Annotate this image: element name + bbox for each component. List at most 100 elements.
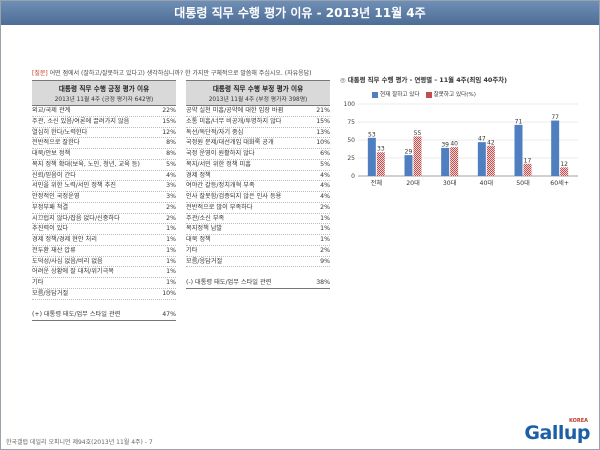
negative-row-label: 기타 xyxy=(186,246,198,254)
positive-row: 대북/안보 정책 8% xyxy=(32,149,176,160)
positive-row: 모름/응답거절 10% xyxy=(32,289,176,300)
negative-row: 공약 실천 미흡/공약에 대한 입장 바뀜 21% xyxy=(186,106,330,117)
positive-row: 안정적인 국정운영 3% xyxy=(32,192,176,203)
negative-row-label: 공약 실천 미흡/공약에 대한 입장 바뀜 xyxy=(186,107,284,114)
bar-disapprove xyxy=(376,152,385,176)
negative-row-label: 독선/독단적/자기 중심 xyxy=(186,128,244,136)
legend-label-approve: 현재 잘하고 있다 xyxy=(380,92,420,98)
positive-row: 도덕성/사심 없음/비리 없음 1% xyxy=(32,257,176,268)
negative-row-pct xyxy=(326,267,330,278)
x-tick-label: 60세+ xyxy=(550,179,569,187)
positive-row xyxy=(32,300,176,311)
positive-row-pct: 1% xyxy=(166,257,176,265)
positive-row-label: 안정적인 국정운영 xyxy=(32,193,80,200)
positive-row-label: 시끄럽지 않다/잡음 없다/신중하다 xyxy=(32,214,120,222)
positive-row-pct: 10% xyxy=(162,289,176,297)
negative-row-label: 경제 정책 xyxy=(186,171,211,179)
negative-row: 복지/서민 위한 정책 미흡 5% xyxy=(186,160,330,171)
negative-row-label: 복지/서민 위한 정책 미흡 xyxy=(186,160,251,168)
data-label-disapprove: 33 xyxy=(377,146,385,153)
legend-swatch-approve xyxy=(372,91,378,98)
legend-label-disapprove: 잘못하고 있다(%) xyxy=(433,92,476,98)
negative-row-label: 인사 잘못함/검증되지 않은 인사 등용 xyxy=(186,193,282,200)
y-tick-label: 100 xyxy=(344,101,356,108)
positive-row-label: 부정부패 척결 xyxy=(32,203,69,211)
positive-row: 부정부패 척결 2% xyxy=(32,203,176,214)
positive-row: 신뢰/믿음이 간다 4% xyxy=(32,171,176,182)
x-tick-label: 20대 xyxy=(406,179,420,187)
data-label-approve: 47 xyxy=(478,136,486,143)
y-tick-label: 50 xyxy=(347,137,355,144)
positive-row-label: 신뢰/믿음이 간다 xyxy=(32,171,76,179)
negative-row-pct: 6% xyxy=(320,150,330,157)
y-tick-label: 75 xyxy=(347,119,355,126)
survey-question: [질문] 어떤 점에서 (잘하고/잘못하고 있다고) 생각하십니까? 한 가지만… xyxy=(32,68,312,77)
negative-reasons-table: 대통령 직무 수행 부정 평가 이유 2013년 11월 4주 (부정 평가자 … xyxy=(186,80,330,289)
x-tick-label: 전체 xyxy=(371,179,383,187)
positive-row-label: 서민을 위한 노력/서민 정책 추진 xyxy=(32,182,116,190)
positive-row-pct: 1% xyxy=(166,236,176,243)
positive-row-pct: 1% xyxy=(166,246,176,254)
negative-row: 전반적으로 많이 부족하다 2% xyxy=(186,203,330,214)
positive-row: 전두환 재산 압류 1% xyxy=(32,246,176,257)
positive-table-rows: 외교/국제 관계 22% 주관, 소신 있음/여론에 끌려가지 않음 15% 열심히 한… xyxy=(32,106,176,321)
positive-row-pct: 22% xyxy=(162,107,176,114)
positive-row-label: 외교/국제 관계 xyxy=(32,107,71,114)
gallup-logo: Gallup KOREA xyxy=(524,418,590,444)
positive-row-label: 추진력이 있다 xyxy=(32,225,69,233)
x-tick-label: 30대 xyxy=(443,179,457,187)
negative-row-pct: 21% xyxy=(316,107,330,114)
negative-row-label: 여야간 갈등/정치개혁 부족 xyxy=(186,182,255,190)
footer-text: 한국갤럽 데일리 오피니언 제94호(2013년 11월 4주) - 7 xyxy=(6,439,153,446)
positive-row: 전반적으로 잘한다 8% xyxy=(32,138,176,149)
negative-table-subtitle: 2013년 11월 4주 (부정 평가자 398명) xyxy=(208,97,308,103)
positive-row-pct xyxy=(172,300,176,311)
negative-row: 국정원 문제/대선개입 대화록 공개 10% xyxy=(186,138,330,149)
positive-row-label: 열심히 한다/노력한다 xyxy=(32,128,88,136)
negative-row-pct: 1% xyxy=(320,214,330,222)
negative-row-label: 국정 운영이 원활하지 않다 xyxy=(186,150,255,157)
negative-row-pct: 2% xyxy=(320,203,330,211)
bar-approve xyxy=(551,120,560,176)
data-label-approve: 71 xyxy=(515,118,523,125)
positive-row-pct: 15% xyxy=(162,117,176,125)
negative-row-label: 복지정책 남발 xyxy=(186,225,223,233)
negative-row-label: 국정원 문제/대선개입 대화록 공개 xyxy=(186,139,274,147)
negative-row-label: 모름/응답거절 xyxy=(186,257,223,265)
positive-row-label: 주관, 소신 있음/여론에 끌려가지 않음 xyxy=(32,117,130,125)
question-tag: [질문] xyxy=(32,70,48,77)
x-tick-label: 50대 xyxy=(516,179,530,187)
data-label-disapprove: 17 xyxy=(524,157,532,164)
positive-row-pct: 3% xyxy=(166,193,176,200)
bar-approve xyxy=(404,155,413,176)
legend-swatch-disapprove xyxy=(425,91,432,98)
bullet-icon: ◎ xyxy=(340,76,348,84)
negative-row xyxy=(186,267,330,278)
positive-row: 어려운 상황에 잘 대처/위기극복 1% xyxy=(32,267,176,278)
positive-row: 서민을 위한 노력/서민 정책 추진 3% xyxy=(32,181,176,192)
positive-row: 기타 1% xyxy=(32,278,176,289)
positive-row-label: 경제 정책/경제 현안 처리 xyxy=(32,236,97,243)
positive-reasons-table: 대통령 직무 수행 긍정 평가 이유 2013년 11월 4주 (긍정 평가자 … xyxy=(32,80,176,321)
negative-row-label: 대북 정책 xyxy=(186,236,211,243)
data-label-approve: 77 xyxy=(551,114,559,121)
negative-table-title: 대통령 직무 수행 부정 평가 이유 xyxy=(212,85,304,93)
logo-text: Gallup xyxy=(524,422,590,444)
positive-row-pct: 4% xyxy=(166,171,176,179)
negative-row: 모름/응답거절 9% xyxy=(186,257,330,268)
positive-row-pct: 1% xyxy=(166,279,176,286)
chart-title: ◎ 대통령 직무 수행 평가 - 연령별 - 11월 4주(최임 40주차) xyxy=(340,75,507,84)
logo-korea: KOREA xyxy=(568,418,588,424)
positive-row-pct: 5% xyxy=(166,160,176,168)
negative-row: 복지정책 남발 1% xyxy=(186,224,330,235)
negative-row-pct: 4% xyxy=(320,171,330,179)
positive-row-label: 도덕성/사심 없음/비리 없음 xyxy=(32,257,103,265)
negative-row-pct: 5% xyxy=(320,160,330,168)
negative-row: 기타 2% xyxy=(186,246,330,257)
negative-table-header: 대통령 직무 수행 부정 평가 이유 2013년 11월 4주 (부정 평가자 … xyxy=(186,80,330,106)
positive-row-label: 기타 xyxy=(32,279,44,286)
data-label-disapprove: 55 xyxy=(414,130,422,137)
positive-table-subtitle: 2013년 11월 4주 (긍정 평가자 642명) xyxy=(54,97,154,103)
positive-row: 추진력이 있다 1% xyxy=(32,224,176,235)
positive-row: (+) 대통령 태도/업무 스타일 관련 47% xyxy=(32,310,176,321)
